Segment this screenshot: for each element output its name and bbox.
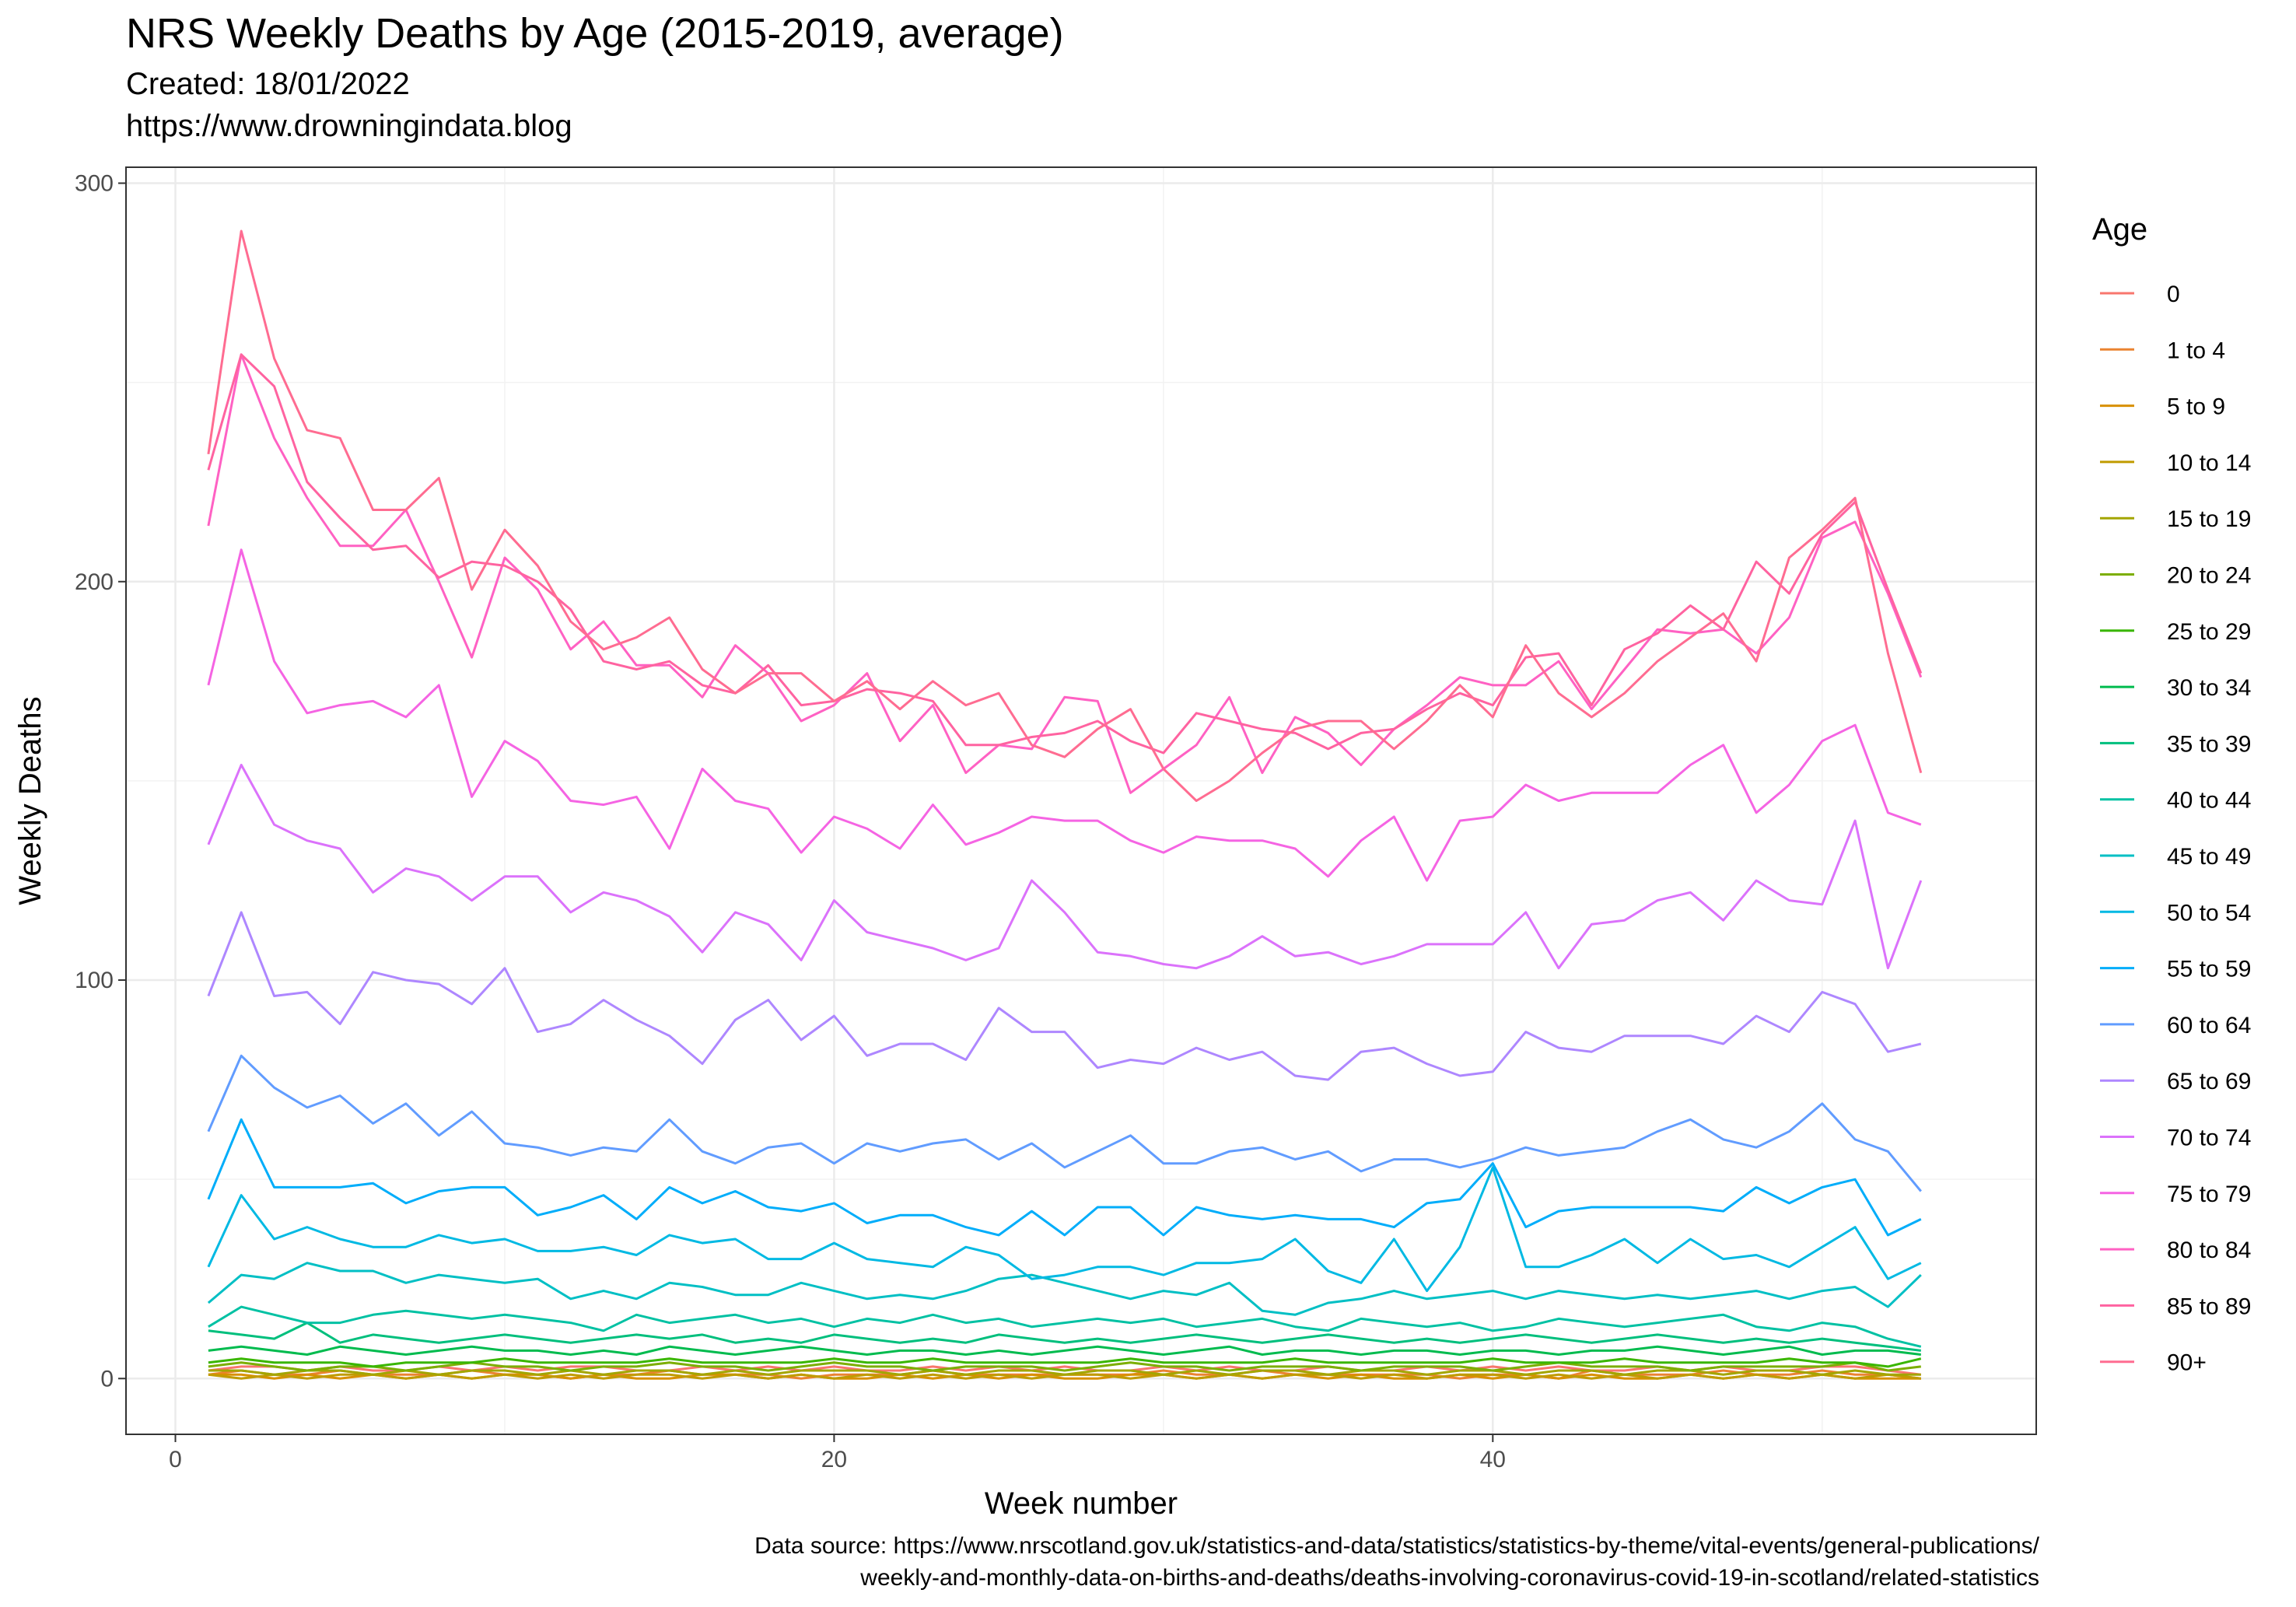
series-line-20-to-24 [208,1361,1921,1372]
series-line-85-to-89 [207,353,1923,754]
series-line-30-to-34 [208,1345,1921,1356]
chart-subtitle-url: https://www.drowningindata.blog [126,109,572,143]
legend-label: 55 to 59 [2167,957,2251,982]
x-tick-label: 20 [821,1447,847,1472]
series-line-55-to-59 [207,1118,1922,1237]
legend-label: 80 to 84 [2167,1238,2251,1263]
series-line-70-to-74 [207,763,1923,970]
y-tick-label: 0 [100,1366,114,1392]
series-line-75-to-79 [207,548,1922,882]
series-line-90plus [207,229,1923,802]
caption-line-1: Data source: https://www.nrscotland.gov.… [754,1533,2039,1559]
series-line-0 [208,1365,1921,1376]
axis-ticks: 0 20 40 0 100 200 300 [75,170,1506,1472]
legend-label: 5 to 9 [2167,394,2225,420]
series-line-50-to-54 [207,1166,1922,1293]
plot-panel-border [125,166,2037,1435]
x-tick-label: 0 [169,1447,182,1472]
y-tick-label: 200 [75,569,114,595]
series-line-65-to-69 [207,911,1922,1081]
legend-label: 70 to 74 [2167,1126,2251,1151]
legend-label: 75 to 79 [2167,1182,2251,1207]
legend-label: 85 to 89 [2167,1294,2251,1319]
chart-subtitle-created: Created: 18/01/2022 [126,67,410,101]
series-line-60-to-64 [207,1054,1922,1192]
legend-label: 25 to 29 [2167,619,2251,645]
series-line-40-to-44 [208,1305,1922,1348]
legend-label: 1 to 4 [2167,338,2225,363]
legend-label: 15 to 19 [2167,506,2251,532]
series-line-80-to-84 [207,353,1923,794]
legend-label: 20 to 24 [2167,563,2251,589]
series-line-45-to-49 [207,1262,1922,1316]
y-tick-label: 300 [75,170,114,196]
legend: Age 0 1 to 4 5 to 9 10 to 14 15 to 19 20 to 2… [2092,212,2251,1376]
chart-title: NRS Weekly Deaths by Age (2015-2019, ave… [126,10,1064,57]
legend-label: 40 to 44 [2167,788,2251,814]
legend-label: 90+ [2167,1350,2207,1376]
grid [126,167,2036,1434]
y-tick-label: 100 [75,968,114,993]
legend-label: 30 to 34 [2167,675,2251,701]
legend-label: 50 to 54 [2167,900,2251,926]
legend-label: 60 to 64 [2167,1013,2251,1038]
legend-label: 45 to 49 [2167,844,2251,870]
x-tick-label: 40 [1480,1447,1506,1472]
legend-title: Age [2092,212,2147,247]
data-source-caption: Data source: https://www.nrscotland.gov.… [754,1530,2039,1594]
series-line-35-to-39 [208,1322,1921,1352]
series-line-15-to-19 [208,1369,1921,1376]
y-axis-title: Weekly Deaths [13,696,47,905]
x-axis-title: Week number [985,1486,1178,1521]
legend-label: 35 to 39 [2167,731,2251,757]
series-line-25-to-29 [208,1357,1922,1368]
legend-label: 65 to 69 [2167,1069,2251,1094]
legend-label: 0 [2167,282,2180,307]
legend-label: 10 to 14 [2167,450,2251,476]
series-lines [207,229,1923,1380]
caption-line-2: weekly-and-monthly-data-on-births-and-de… [860,1565,2039,1591]
